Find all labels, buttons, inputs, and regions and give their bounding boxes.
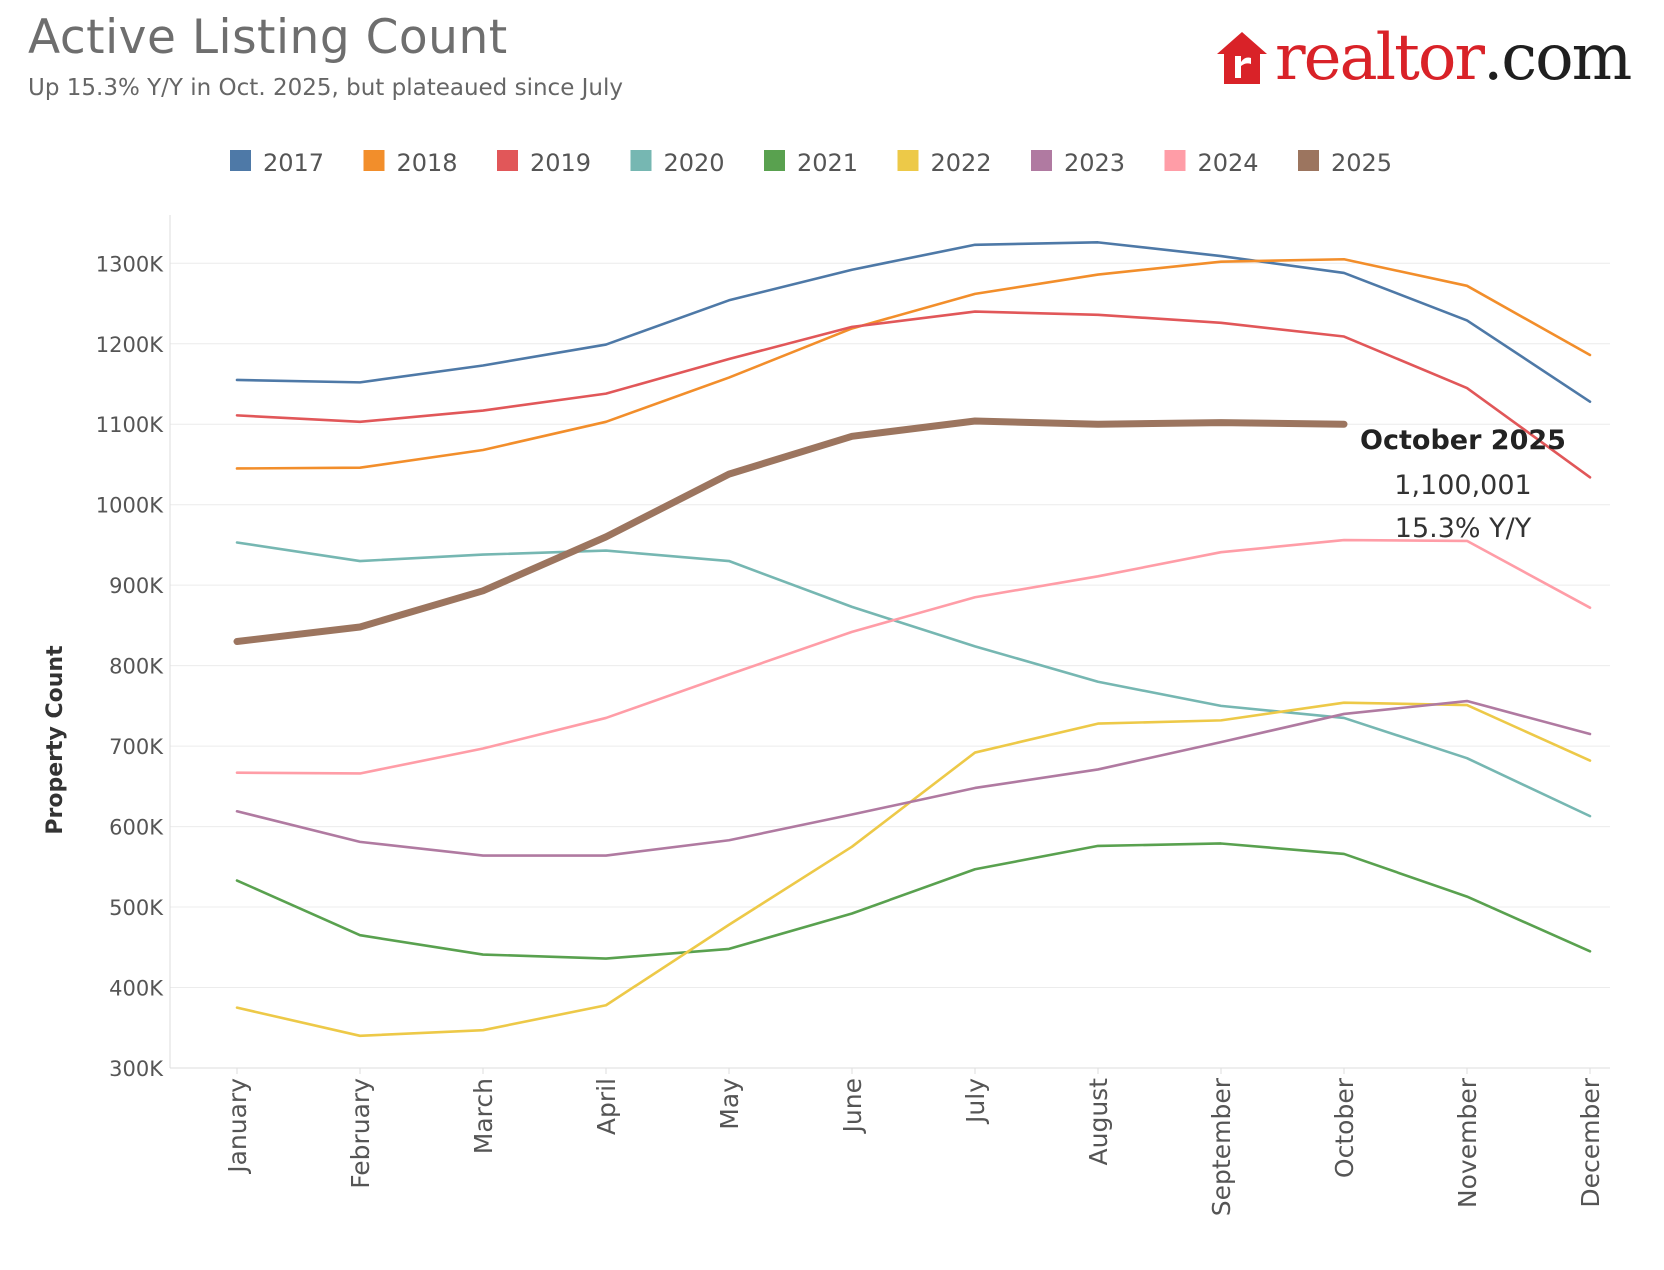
logo-brand-text: realtor	[1275, 21, 1485, 95]
annotation-change: 15.3% Y/Y	[1395, 513, 1532, 544]
y-axis-label: Property Count	[43, 645, 68, 835]
legend-item-2018: 2018	[363, 149, 458, 177]
y-tick-label: 700K	[109, 735, 164, 759]
legend-label-2022: 2022	[931, 149, 992, 177]
x-tick-label: November	[1453, 1077, 1482, 1208]
legend-swatch-2018	[363, 150, 385, 171]
y-tick-label: 300K	[109, 1057, 164, 1081]
legend-item-2024: 2024	[1164, 149, 1259, 177]
legend-label-2017: 2017	[263, 149, 324, 177]
legend-swatch-2025	[1298, 150, 1319, 171]
x-axis: January February March April May June July Augu…	[223, 1068, 1605, 1216]
series-line-2025	[233, 417, 1348, 645]
legend-label-2019: 2019	[530, 149, 591, 177]
series-line-2017	[235, 241, 1592, 403]
x-tick-label: April	[592, 1078, 621, 1135]
y-tick-label: 600K	[109, 816, 164, 840]
house-icon	[1217, 32, 1267, 84]
series-line-2022	[235, 701, 1592, 1038]
legend-item-2023: 2023	[1031, 149, 1125, 177]
series-line-2021	[235, 842, 1592, 960]
legend-label-2025: 2025	[1331, 149, 1392, 177]
y-tick-label: 900K	[109, 574, 164, 598]
legend-swatch-2021	[764, 150, 785, 171]
series-line-2024	[235, 538, 1592, 775]
legend-label-2021: 2021	[797, 149, 858, 177]
legend-swatch-2023	[1031, 150, 1052, 171]
x-tick-label: January	[223, 1078, 252, 1175]
y-axis: 300K 400K 500K 600K 700K 800K 900K 1000K 1100K 12…	[96, 252, 164, 1081]
y-tick-label: 800K	[109, 655, 164, 679]
legend-item-2025: 2025	[1298, 149, 1392, 177]
y-tick-label: 1000K	[96, 494, 164, 518]
x-tick-label: August	[1084, 1078, 1113, 1166]
chart-legend: 2017 2018 2019 2020 2021 2022 2023 2024 2025	[230, 149, 1392, 177]
legend-item-2022: 2022	[897, 149, 992, 177]
legend-item-2017: 2017	[230, 149, 324, 177]
chart-subtitle: Up 15.3% Y/Y in Oct. 2025, but plateaued…	[28, 75, 624, 101]
x-tick-label: July	[961, 1078, 990, 1125]
chart-series	[233, 241, 1592, 1038]
legend-swatch-2017	[230, 150, 251, 171]
x-tick-label: June	[838, 1078, 867, 1134]
annotation-value: 1,100,001	[1394, 470, 1531, 501]
legend-swatch-2020	[630, 150, 652, 171]
x-tick-label: March	[469, 1078, 498, 1154]
legend-label-2024: 2024	[1198, 149, 1259, 177]
legend-label-2020: 2020	[664, 149, 725, 177]
legend-swatch-2024	[1164, 150, 1186, 171]
y-tick-label: 500K	[109, 896, 164, 920]
chart-title: Active Listing Count	[28, 10, 508, 65]
legend-item-2021: 2021	[764, 149, 858, 177]
realtor-logo: realtor .com	[1215, 18, 1632, 98]
y-tick-label: 1100K	[96, 413, 164, 437]
legend-label-2023: 2023	[1064, 149, 1125, 177]
annotation-title: October 2025	[1360, 425, 1566, 456]
x-tick-label: October	[1330, 1077, 1359, 1178]
x-tick-label: September	[1207, 1077, 1236, 1216]
x-tick-label: February	[346, 1078, 375, 1189]
y-tick-label: 400K	[109, 977, 164, 1001]
x-tick-label: December	[1576, 1077, 1605, 1207]
legend-item-2019: 2019	[497, 149, 591, 177]
legend-swatch-2022	[897, 150, 919, 171]
x-tick-label: May	[715, 1078, 744, 1130]
series-line-2020	[235, 541, 1592, 818]
logo-brand-suffix: .com	[1482, 21, 1632, 95]
legend-item-2020: 2020	[630, 149, 725, 177]
legend-swatch-2019	[497, 150, 518, 171]
series-line-2018	[235, 257, 1592, 470]
y-tick-label: 1300K	[96, 252, 164, 276]
october-2025-annotation: October 2025 1,100,001 15.3% Y/Y	[1360, 425, 1566, 544]
legend-label-2018: 2018	[397, 149, 458, 177]
chart-grid	[169, 215, 1610, 1069]
series-line-2019	[235, 310, 1592, 479]
y-tick-label: 1200K	[96, 333, 164, 357]
series-line-2023	[235, 699, 1592, 857]
